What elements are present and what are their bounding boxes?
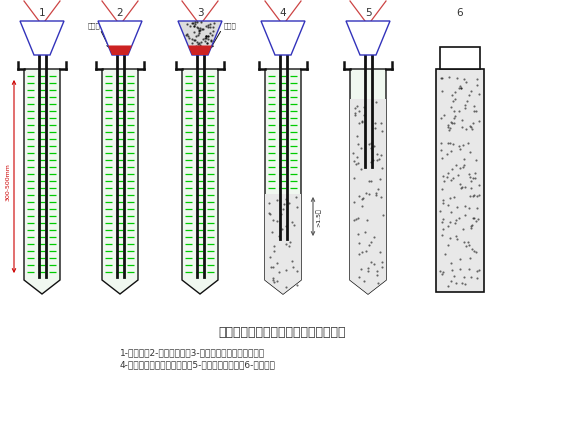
Text: 4-起拔封口板，初灌混凝土；5-连续灌注混凝土；6-起拔护筒: 4-起拔封口板，初灌混凝土；5-连续灌注混凝土；6-起拔护筒 [120,359,276,368]
Polygon shape [24,70,60,294]
Polygon shape [265,70,301,294]
Polygon shape [20,22,64,56]
Polygon shape [350,70,386,294]
Polygon shape [182,70,218,294]
Polygon shape [178,22,222,56]
Text: 300-500mm: 300-500mm [6,163,11,201]
Text: 2: 2 [117,8,124,18]
Polygon shape [108,46,132,56]
Text: >1.5米: >1.5米 [316,207,321,226]
Polygon shape [261,22,305,56]
Text: 1-下导管；2-放置封口板；3-在灌注漏斗中装入混凝土；: 1-下导管；2-放置封口板；3-在灌注漏斗中装入混凝土； [120,347,265,356]
Text: 3: 3 [197,8,203,18]
Polygon shape [265,195,301,294]
Polygon shape [346,22,390,56]
Text: 封口板: 封口板 [87,23,100,29]
Polygon shape [350,100,386,294]
Text: 封口板: 封口板 [223,23,236,29]
Text: 1: 1 [39,8,45,18]
Polygon shape [188,46,212,56]
Text: 4: 4 [280,8,287,18]
Text: 导管法灌注水下混凝土的全过程示意图: 导管法灌注水下混凝土的全过程示意图 [218,325,346,338]
Text: 6: 6 [457,8,463,18]
Bar [440,48,480,70]
Polygon shape [98,22,142,56]
Bar [436,70,484,292]
Polygon shape [102,70,138,294]
Text: 5: 5 [365,8,371,18]
